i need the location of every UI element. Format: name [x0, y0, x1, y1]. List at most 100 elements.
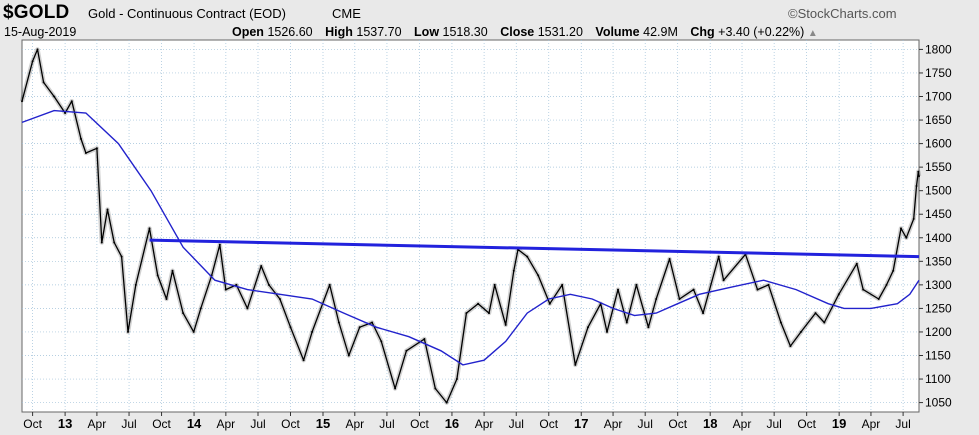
x-tick-label: Apr [733, 417, 752, 431]
exchange-label: CME [332, 6, 361, 21]
price-point [120, 255, 123, 258]
up-arrow-icon: ▲ [807, 28, 818, 39]
price-point [717, 255, 720, 258]
price-point [668, 258, 671, 260]
price-point [837, 293, 840, 296]
y-tick-label: 1500 [925, 184, 952, 198]
price-point [182, 312, 185, 315]
price-point [434, 387, 437, 390]
price-point [394, 387, 397, 390]
price-point [405, 349, 408, 352]
moving-average-line [21, 109, 920, 366]
price-point [526, 255, 529, 258]
price-point [625, 321, 628, 324]
grid [22, 40, 919, 412]
y-tick-label: 1100 [925, 372, 951, 386]
x-tick-label: 13 [58, 416, 72, 431]
price-point [488, 312, 490, 315]
close-value: 1531.20 [537, 25, 583, 39]
y-tick-label: 1650 [925, 113, 952, 127]
x-tick-label: Oct [410, 417, 429, 431]
price-point [617, 288, 619, 291]
x-tick-label: 18 [703, 416, 717, 431]
price-point [905, 236, 908, 239]
series-layer [19, 47, 922, 405]
volume-value: 42.9M [643, 25, 678, 39]
instrument-description: Gold - Continuous Contract (EOD) [88, 6, 286, 21]
volume-label: Volume [595, 25, 640, 39]
price-point [814, 312, 817, 315]
price-point [561, 283, 564, 286]
price-point [445, 401, 448, 404]
y-tick-label: 1600 [925, 137, 952, 151]
x-tick-label: Jul [766, 417, 781, 431]
close-label: Close [500, 25, 535, 39]
x-tick-label: Oct [152, 417, 171, 431]
x-tick-label: Apr [475, 417, 494, 431]
x-tick-label: Jul [895, 417, 910, 431]
price-point [95, 147, 98, 150]
brand-watermark: ©StockCharts.com [788, 6, 897, 21]
price-point [380, 340, 383, 343]
x-tick-label: Jul [638, 417, 653, 431]
y-tick-label: 1150 [925, 348, 951, 362]
price-point [900, 227, 902, 230]
y-tick-label: 1450 [925, 207, 952, 221]
ohlc-readout: Open 1526.60 High 1537.70 Low 1518.30 Cl… [232, 25, 818, 39]
y-tick-label: 1250 [925, 301, 952, 315]
x-tick-label: Oct [668, 417, 687, 431]
x-tick-label: 15 [316, 416, 330, 431]
price-point [918, 175, 920, 178]
x-tick-label: 14 [187, 416, 202, 431]
price-point [328, 283, 331, 286]
price-point [635, 283, 638, 286]
price-point [224, 288, 227, 291]
x-tick-label: Jul [379, 417, 394, 431]
x-tick-label: Jul [121, 417, 136, 431]
price-point [702, 312, 705, 315]
price-line [21, 48, 920, 404]
open-value: 1526.60 [267, 25, 313, 39]
plot-area [21, 39, 920, 413]
price-point [477, 302, 480, 305]
price-point [779, 321, 782, 324]
price-point [127, 330, 129, 333]
price-point [915, 185, 918, 187]
high-value: 1537.70 [356, 25, 402, 39]
low-label: Low [414, 25, 440, 39]
price-point [199, 307, 202, 310]
price-point [504, 323, 507, 326]
price-point [100, 241, 103, 244]
x-tick-label: Apr [217, 417, 236, 431]
price-point [767, 283, 770, 286]
price-point [42, 81, 45, 84]
y-tick-label: 1700 [925, 90, 952, 104]
price-point [260, 265, 263, 267]
price-point [892, 269, 895, 272]
price-point [512, 269, 515, 272]
price-point [800, 330, 802, 333]
price-point [692, 288, 695, 291]
price-point [218, 243, 221, 246]
x-tick-label: Apr [862, 417, 881, 431]
y-tick-label: 1050 [925, 396, 952, 410]
y-tick-label: 1750 [925, 66, 952, 80]
price-point [347, 354, 350, 357]
y-axis: 1050 1100 1150 1200 1250 1300 1350 1400 1450 1500… [919, 42, 952, 410]
price-point [70, 100, 73, 103]
price-point [587, 326, 589, 329]
price-point [80, 137, 82, 140]
price-point [311, 330, 314, 333]
y-tick-label: 1400 [925, 231, 952, 245]
price-point [106, 208, 109, 211]
price-point [655, 298, 658, 300]
price-point [267, 283, 270, 286]
price-point [606, 330, 608, 333]
y-tick-label: 1550 [925, 160, 952, 174]
x-tick-label: 16 [445, 416, 459, 431]
price-point [358, 326, 361, 329]
chg-label: Chg [690, 25, 715, 39]
x-tick-label: Apr [604, 417, 623, 431]
price-point [21, 100, 23, 103]
